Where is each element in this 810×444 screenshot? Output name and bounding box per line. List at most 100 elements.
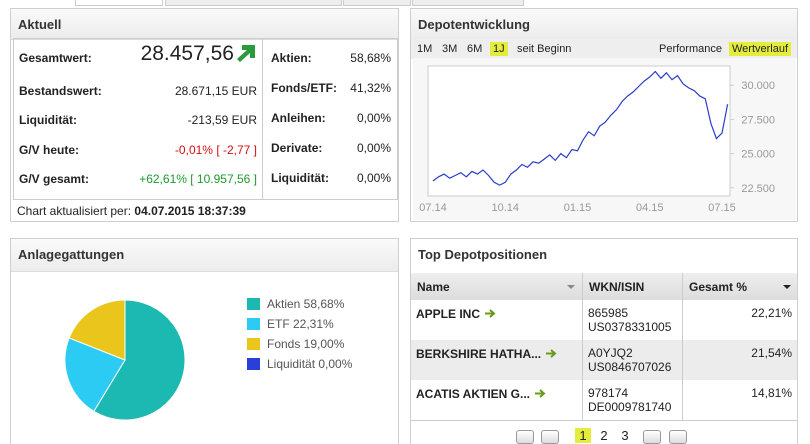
tab[interactable] — [343, 0, 411, 6]
arrow-icon — [485, 309, 496, 318]
alloc-value: 0,00% — [356, 111, 391, 125]
page-number[interactable]: 1 — [575, 428, 591, 443]
position-name[interactable]: ACATIS AKTIEN G... — [416, 387, 547, 401]
tab[interactable] — [75, 0, 163, 6]
range-button[interactable]: seit Beginn — [517, 43, 572, 55]
page-nav[interactable] — [516, 430, 534, 444]
share: 22,21% — [751, 306, 792, 320]
page-number[interactable]: 3 — [621, 428, 629, 443]
row-label: Liquidität: — [19, 113, 77, 127]
panel-title: Aktuell — [18, 17, 62, 32]
aktuell-box — [13, 38, 398, 200]
column-header[interactable]: Gesamt % — [683, 273, 797, 301]
position-name[interactable]: BERKSHIRE HATHA... — [416, 347, 558, 361]
column-title: Gesamt % — [689, 280, 748, 294]
col-divider — [582, 380, 583, 420]
divider — [262, 39, 263, 199]
toolbar: 1M 3M 6M 1J seit Beginn Performance Wert… — [411, 39, 797, 59]
series-line — [432, 70, 729, 186]
panel-header: Anlagegattungen — [11, 239, 398, 272]
x-tick-label: 07.15 — [708, 202, 736, 214]
tab[interactable] — [165, 0, 342, 6]
legend-label: ETF 22,31% — [267, 317, 334, 331]
range-button[interactable]: 3M — [442, 43, 458, 55]
y-tick-label: 22.500 — [741, 183, 775, 195]
alloc-label: Liquidität: — [271, 171, 329, 185]
share: 14,81% — [751, 386, 792, 400]
page-nav[interactable] — [643, 430, 661, 444]
pie-slice — [93, 299, 186, 421]
alloc-label: Derivate: — [271, 141, 323, 155]
page-nav[interactable] — [541, 430, 559, 444]
arrow-icon — [535, 389, 546, 398]
alloc-label: Aktien: — [271, 51, 312, 65]
up-arrow-icon — [237, 45, 255, 62]
legend-label: Aktien 58,68% — [267, 297, 345, 311]
alloc-value: 58,68% — [350, 51, 391, 65]
row-label: G/V heute: — [19, 143, 80, 157]
panel-header: Top Depotpositionen — [411, 239, 797, 271]
panel-header: Aktuell — [11, 9, 398, 40]
row-value: -213,59 EUR — [187, 113, 257, 127]
isin: DE0009781740 — [588, 400, 672, 414]
legend-label: Fonds 19,00% — [267, 337, 345, 351]
row-label: Gesamtwert: — [19, 51, 92, 65]
y-tick-label: 27.500 — [741, 114, 775, 126]
isin: US0846707026 — [588, 360, 672, 374]
col-divider — [582, 300, 583, 340]
x-tick-label: 10.14 — [491, 202, 519, 214]
x-tick-label: 04.15 — [636, 202, 664, 214]
legend-swatch — [247, 338, 260, 350]
page-nav[interactable] — [669, 430, 687, 444]
wkn: 978174 — [588, 386, 629, 400]
range-button[interactable]: 1M — [417, 43, 433, 55]
update-label: Chart aktualisiert per: — [17, 204, 132, 218]
view-button[interactable]: Performance — [659, 43, 722, 55]
sort-icon — [567, 285, 575, 289]
legend-label: Liquidität 0,00% — [267, 357, 353, 371]
range-button[interactable]: 1J — [490, 42, 508, 56]
arrow-icon — [546, 349, 557, 358]
sort-icon — [783, 285, 791, 289]
view-button[interactable]: Wertverlauf — [729, 42, 792, 56]
range-button[interactable]: 6M — [467, 43, 483, 55]
panel-title: Anlagegattungen — [18, 247, 125, 262]
abs: [ 10.957,56 ] — [190, 172, 257, 186]
wkn: A0YJQ2 — [588, 346, 633, 360]
wkn: 865985 — [588, 306, 629, 320]
col-divider — [682, 380, 683, 420]
alloc-value: 41,32% — [350, 81, 391, 95]
position-name[interactable]: APPLE INC — [416, 307, 497, 321]
x-tick-label: 01.15 — [564, 202, 592, 214]
alloc-label: Anleihen: — [271, 111, 326, 125]
row-value: 28.671,15 EUR — [174, 84, 257, 98]
pct: -0,01% — [174, 143, 213, 157]
update-date: 04.07.2015 18:37:39 — [134, 204, 246, 218]
isin: US0378331005 — [588, 320, 672, 334]
plot-area — [427, 65, 731, 197]
update-info: Chart aktualisiert per: 04.07.2015 18:37… — [17, 204, 246, 218]
legend-swatch — [247, 298, 260, 310]
col-divider — [682, 300, 683, 340]
abs: [ -2,77 ] — [216, 143, 257, 157]
y-tick-label: 25.000 — [741, 149, 775, 161]
page-number[interactable]: 2 — [600, 428, 608, 443]
column-title: Name — [417, 280, 450, 294]
legend-swatch — [247, 358, 260, 370]
column-header[interactable]: Name — [411, 273, 583, 301]
column-header[interactable]: WKN/ISIN — [583, 273, 683, 301]
tab[interactable] — [412, 0, 524, 6]
table-row — [411, 380, 797, 421]
panel-title: Top Depotpositionen — [418, 247, 548, 262]
col-divider — [682, 340, 683, 380]
total-value: 28.457,56 — [140, 42, 234, 65]
alloc-value: 0,00% — [356, 141, 391, 155]
alloc-value: 0,00% — [356, 171, 391, 185]
y-tick-label: 30.000 — [741, 80, 775, 92]
row-value: -0,01% [ -2,77 ] — [175, 143, 257, 157]
alloc-label: Fonds/ETF: — [271, 81, 337, 95]
row-value: +62,61% [ 10.957,56 ] — [139, 172, 257, 186]
x-tick-label: 07.14 — [419, 202, 447, 214]
